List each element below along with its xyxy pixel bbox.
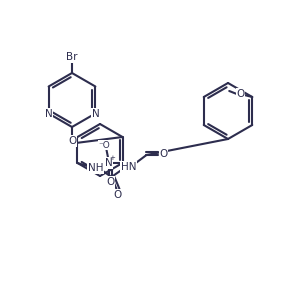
Text: O: O bbox=[106, 177, 114, 187]
Text: O: O bbox=[159, 149, 168, 158]
Text: Br: Br bbox=[66, 52, 78, 62]
Text: HN: HN bbox=[121, 162, 136, 172]
Text: ⁻O: ⁻O bbox=[99, 141, 110, 149]
Text: O: O bbox=[68, 136, 76, 146]
Text: O: O bbox=[236, 89, 244, 99]
Text: NH: NH bbox=[88, 163, 103, 173]
Text: +: + bbox=[110, 155, 116, 161]
Text: N: N bbox=[105, 158, 112, 168]
Text: N: N bbox=[45, 109, 53, 118]
Text: N: N bbox=[91, 109, 99, 118]
Text: O: O bbox=[114, 190, 122, 200]
